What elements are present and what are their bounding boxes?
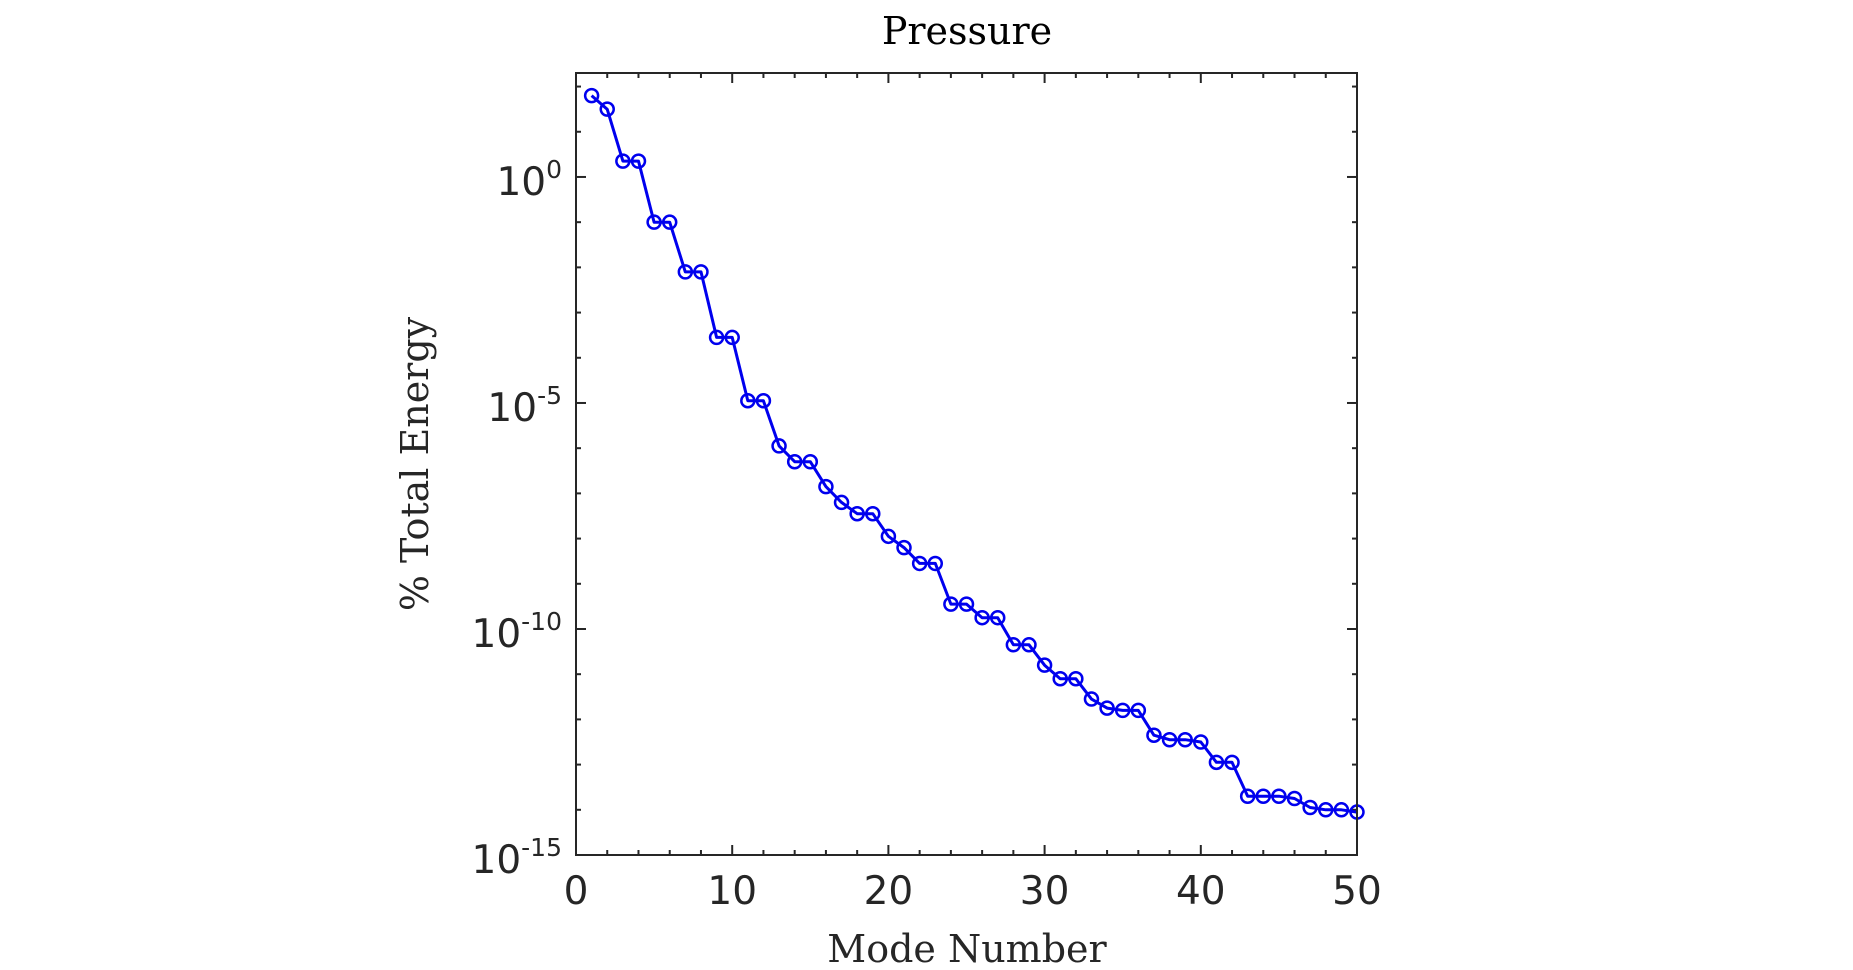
- x-tick-label: 10: [707, 869, 757, 914]
- data-point: [1208, 754, 1225, 771]
- data-point: [1114, 702, 1131, 719]
- data-point: [896, 539, 912, 556]
- data-point: [974, 609, 990, 626]
- axis-ticks: [575, 73, 1358, 856]
- data-point: [615, 153, 631, 169]
- data-point: [583, 87, 600, 104]
- x-tick-labels: 0 10 20 30 40 50: [564, 869, 1382, 914]
- data-point: [1099, 700, 1115, 716]
- data-point: [599, 101, 615, 117]
- series-polyline: [590, 94, 1358, 814]
- y-tick-label: 10-5: [487, 381, 562, 431]
- data-point: [849, 505, 865, 522]
- data-point: [1161, 731, 1178, 748]
- data-point: [693, 264, 709, 280]
- data-point: [1068, 670, 1084, 687]
- y-tick-label: 10-10: [472, 607, 562, 657]
- data-point: [943, 596, 959, 612]
- series-line: [583, 87, 1365, 820]
- data-point: [911, 555, 928, 572]
- data-point: [1005, 637, 1022, 653]
- data-point: [771, 438, 787, 454]
- data-point: [865, 505, 881, 522]
- y-tick-label: 100: [496, 155, 562, 205]
- data-point: [1083, 691, 1100, 707]
- data-point: [1271, 788, 1287, 804]
- data-point: [1146, 727, 1162, 743]
- data-point: [1239, 788, 1256, 804]
- data-point: [833, 494, 850, 511]
- data-point: [880, 528, 897, 545]
- data-point: [1318, 802, 1334, 818]
- data-point: [818, 478, 834, 495]
- plot-frame: [575, 72, 1358, 856]
- data-point: [958, 596, 975, 612]
- data-point: [1036, 657, 1053, 673]
- chart-title: Pressure: [882, 9, 1052, 53]
- data-point: [740, 392, 756, 409]
- data-point: [630, 153, 647, 169]
- x-tick-label: 20: [864, 869, 914, 914]
- data-point: [724, 329, 740, 346]
- x-tick-label: 30: [1020, 869, 1070, 914]
- data-point: [927, 555, 944, 572]
- x-tick-label: 40: [1176, 869, 1226, 914]
- data-point: [1021, 637, 1037, 653]
- data-point: [786, 453, 803, 470]
- data-point: [661, 214, 678, 230]
- y-tick-label: 10-15: [472, 833, 562, 883]
- x-tick-label: 0: [564, 869, 589, 914]
- data-point: [1130, 702, 1147, 719]
- data-point: [1224, 754, 1240, 771]
- data-point: [755, 392, 772, 409]
- data-point: [1333, 802, 1350, 818]
- y-tick-labels: 100 10-5 10-10 10-15: [472, 155, 562, 883]
- data-point: [802, 453, 819, 470]
- y-axis-label: % Total Energy: [393, 316, 437, 611]
- data-point: [1052, 670, 1068, 687]
- data-point: [1193, 734, 1209, 750]
- data-point: [1286, 790, 1303, 807]
- x-tick-label: 50: [1332, 869, 1382, 914]
- data-point: [708, 329, 725, 346]
- data-point: [1302, 799, 1318, 816]
- data-point: [989, 609, 1006, 626]
- data-point: [646, 214, 662, 230]
- data-point: [677, 264, 694, 280]
- data-point: [1177, 731, 1193, 748]
- data-point: [1255, 788, 1272, 804]
- x-axis-label: Mode Number: [827, 927, 1107, 970]
